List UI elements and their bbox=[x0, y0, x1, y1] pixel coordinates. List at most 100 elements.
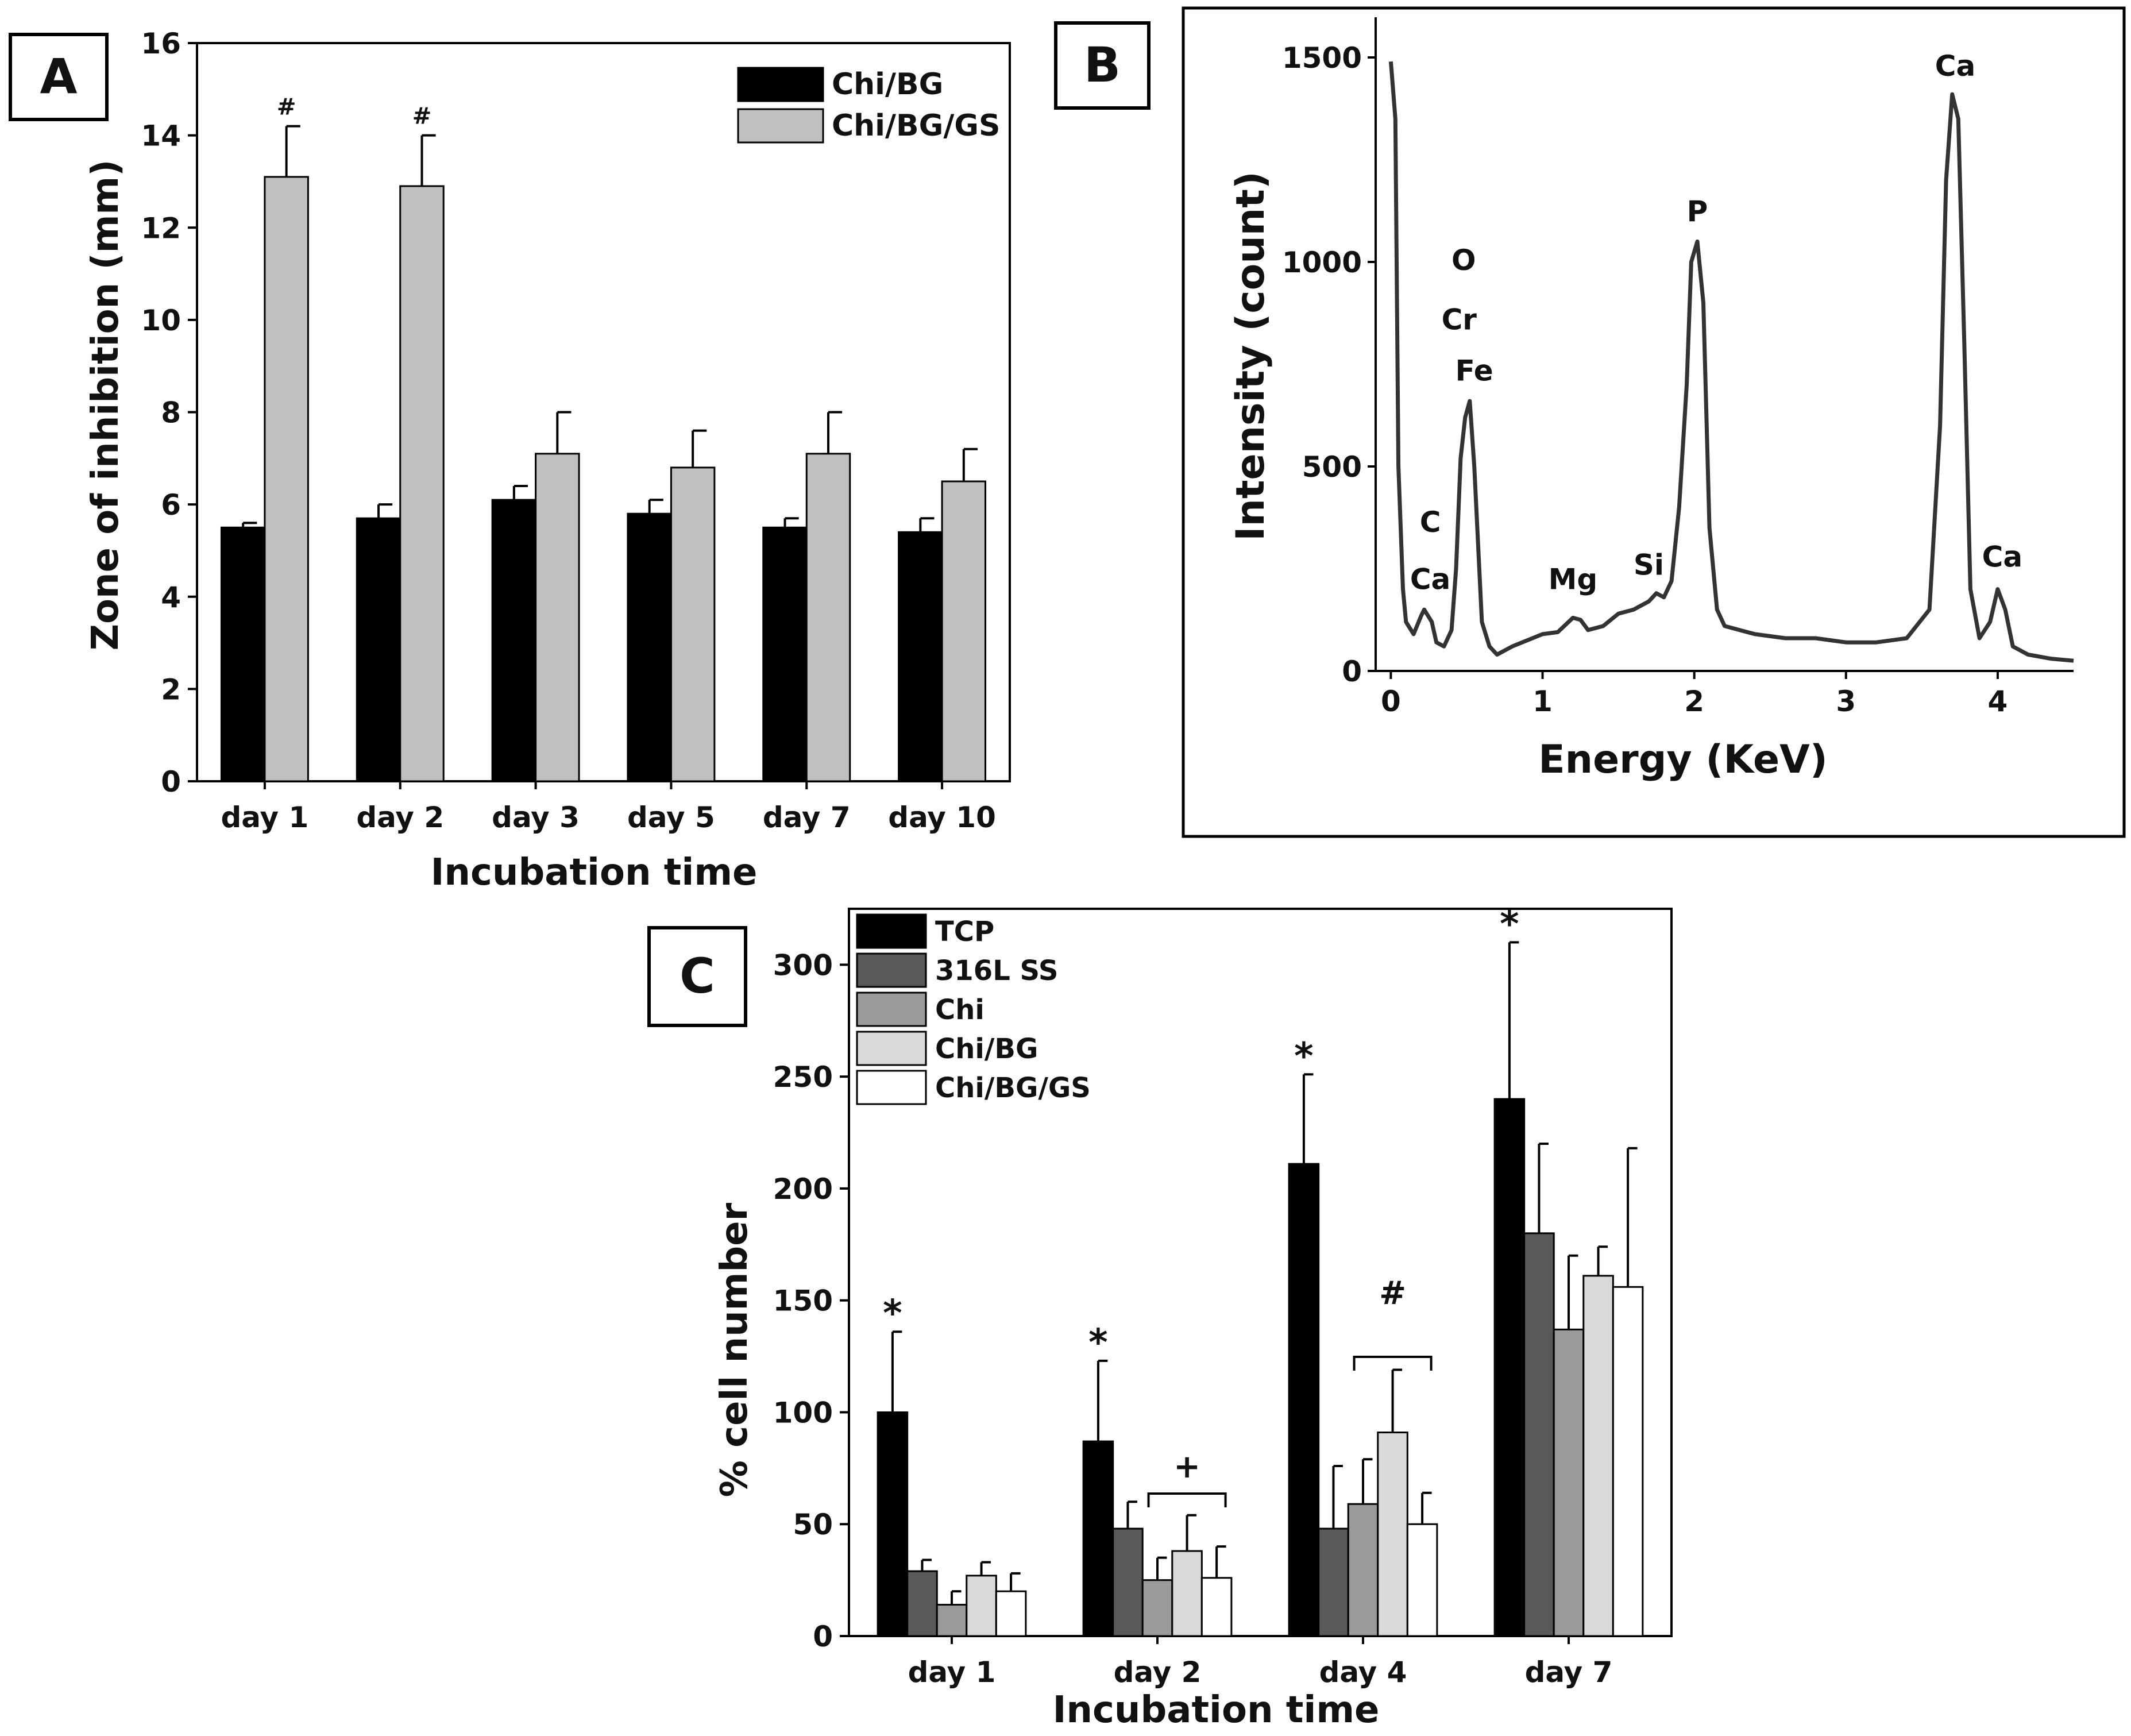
bar bbox=[1493, 1098, 1526, 1637]
y-tick-label: 0 bbox=[161, 765, 181, 798]
panel-c-plot: 0 50 100 150 200 250 300 day 1 day 2 day 4 day 7 * *… bbox=[773, 903, 1673, 1689]
bar bbox=[805, 453, 851, 782]
bar bbox=[936, 1603, 968, 1637]
significance-marker: + bbox=[1173, 1448, 1200, 1486]
bar bbox=[906, 1570, 938, 1637]
peak-label: Mg bbox=[1549, 563, 1598, 596]
x-tick-label: 0 bbox=[1381, 685, 1401, 718]
bar bbox=[966, 1575, 997, 1637]
panel-c-y-axis-label: % cell number bbox=[713, 1202, 756, 1497]
peak-label: Si bbox=[1634, 549, 1664, 582]
x-tick-label: day 10 bbox=[888, 801, 996, 834]
significance-marker: * bbox=[1088, 1322, 1107, 1364]
bar bbox=[1406, 1523, 1438, 1637]
bar bbox=[898, 531, 943, 782]
panel-a-label-box bbox=[9, 33, 109, 121]
panel-b-plot: 0 500 1000 1500 0 1 2 3 4 O Cr Fe C Ca Mg Si P Ca Ca bbox=[1282, 17, 2074, 718]
legend-label: 316L SS bbox=[935, 955, 1058, 987]
y-tick-label: 250 bbox=[773, 1060, 833, 1094]
bar bbox=[1612, 1286, 1644, 1637]
significance-marker: # bbox=[1379, 1275, 1406, 1312]
legend-swatch bbox=[856, 913, 927, 949]
bar bbox=[1141, 1579, 1173, 1637]
bar bbox=[1082, 1440, 1114, 1637]
peak-label: Ca bbox=[1982, 540, 2022, 573]
x-tick-label: day 7 bbox=[763, 801, 851, 834]
panel-b-y-axis-label: Intensity (count) bbox=[1228, 171, 1273, 541]
legend-label: Chi/BG/GS bbox=[935, 1072, 1091, 1104]
x-tick-label: day 2 bbox=[1114, 1656, 1202, 1689]
significance-bracket bbox=[1353, 1356, 1433, 1371]
significance-bracket bbox=[1147, 1492, 1227, 1507]
bar bbox=[1523, 1232, 1555, 1637]
panel-c-legend: TCP 316L SS Chi Chi/BG Chi/BG/GS bbox=[856, 913, 1091, 1105]
x-tick-label: day 3 bbox=[492, 801, 580, 834]
bar bbox=[877, 1411, 909, 1637]
peak-label: C bbox=[1420, 506, 1441, 539]
bar bbox=[1171, 1550, 1203, 1637]
spectrum-line bbox=[1388, 61, 2074, 663]
bar bbox=[1582, 1275, 1614, 1637]
panel-a: A 0 2 4 6 8 10 12 14 16 day 1 day 2 day 3 day 5 day 7… bbox=[9, 27, 1011, 894]
x-tick-label: day 1 bbox=[908, 1656, 996, 1689]
y-tick-label: 50 bbox=[793, 1508, 833, 1541]
bar bbox=[1288, 1163, 1320, 1637]
bar bbox=[356, 517, 402, 782]
legend-label: Chi bbox=[935, 994, 985, 1026]
bar bbox=[491, 499, 537, 782]
bar bbox=[1377, 1432, 1408, 1637]
y-tick-label: 6 bbox=[161, 488, 181, 522]
legend-swatch bbox=[856, 1070, 927, 1105]
legend-label: Chi/BG/GS bbox=[832, 109, 1000, 143]
peak-label: O bbox=[1451, 244, 1476, 277]
significance-marker: * bbox=[1294, 1035, 1313, 1078]
y-tick-label: 200 bbox=[773, 1172, 833, 1206]
panel-b-label-box bbox=[1054, 21, 1151, 110]
y-tick-label: 4 bbox=[161, 581, 181, 614]
significance-marker: # bbox=[277, 94, 296, 121]
x-tick-label: day 1 bbox=[221, 801, 309, 834]
bar bbox=[399, 185, 445, 782]
panel-b: B 0 500 1000 1500 0 1 2 3 4 O Cr Fe C Ca Mg Si P Ca Ca Ene… bbox=[1054, 6, 2126, 838]
y-tick-label: 16 bbox=[141, 27, 181, 60]
x-tick-label: day 7 bbox=[1525, 1656, 1613, 1689]
significance-marker: * bbox=[1500, 903, 1519, 946]
y-tick-label: 14 bbox=[141, 119, 181, 153]
y-tick-label: 1500 bbox=[1282, 41, 1362, 75]
legend-swatch bbox=[856, 1031, 927, 1066]
y-tick-label: 2 bbox=[161, 673, 181, 706]
y-tick-label: 0 bbox=[813, 1620, 833, 1653]
bar bbox=[220, 526, 266, 782]
panel-b-label: B bbox=[1084, 37, 1121, 93]
legend-label: Chi/BG bbox=[832, 67, 943, 102]
panel-a-legend: Chi/BG Chi/BG/GS bbox=[737, 67, 1000, 144]
panel-a-y-axis-label: Zone of inhibition (mm) bbox=[84, 160, 127, 651]
panel-c-label: C bbox=[680, 948, 715, 1004]
y-tick-label: 300 bbox=[773, 948, 833, 982]
significance-marker: # bbox=[412, 103, 432, 130]
peak-label: P bbox=[1687, 195, 1708, 228]
bar bbox=[670, 466, 716, 782]
panel-a-label: A bbox=[40, 48, 77, 105]
panel-a-x-axis-label: Incubation time bbox=[431, 851, 758, 894]
peak-label: Ca bbox=[1410, 563, 1450, 596]
bar bbox=[1553, 1328, 1585, 1637]
bar bbox=[1112, 1527, 1144, 1637]
peak-label: Ca bbox=[1935, 49, 1975, 83]
x-tick-label: day 2 bbox=[356, 801, 444, 834]
significance-marker: * bbox=[883, 1293, 902, 1335]
bar bbox=[264, 176, 309, 782]
legend-swatch bbox=[856, 952, 927, 988]
panel-b-frame bbox=[1182, 6, 2126, 838]
y-tick-label: 0 bbox=[1342, 655, 1362, 688]
plot-frame bbox=[848, 908, 1673, 1637]
bar bbox=[1347, 1503, 1379, 1637]
peak-label: Fe bbox=[1456, 354, 1493, 387]
y-tick-label: 12 bbox=[141, 211, 181, 245]
bar bbox=[762, 526, 808, 782]
x-tick-label: day 4 bbox=[1319, 1656, 1407, 1689]
y-tick-label: 150 bbox=[773, 1284, 833, 1318]
panel-c-x-axis-label: Incubation time bbox=[1053, 1689, 1380, 1731]
legend-swatch bbox=[737, 67, 824, 102]
